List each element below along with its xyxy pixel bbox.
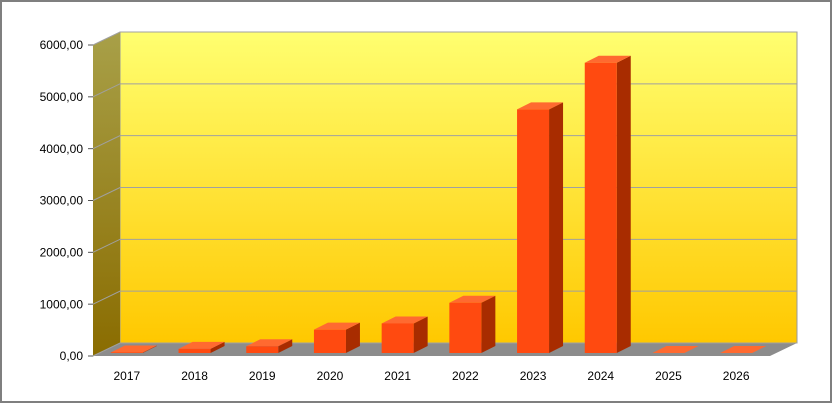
grid-line	[92, 135, 797, 150]
bar-top	[178, 341, 225, 349]
bar-front	[110, 352, 143, 353]
bar	[720, 346, 767, 353]
bar	[381, 316, 428, 353]
bar-front	[517, 109, 550, 353]
bar-top	[449, 295, 496, 303]
grid-line	[92, 290, 797, 305]
bar-top	[246, 339, 293, 347]
grid-line	[92, 31, 797, 46]
bar-side	[278, 339, 293, 353]
bar-top	[720, 346, 767, 353]
x-tick-label: 2020	[317, 369, 344, 383]
y-tick-label: 0,00	[60, 349, 84, 363]
bar	[313, 322, 360, 353]
x-tick-label: 2017	[113, 369, 140, 383]
x-tick-label: 2024	[587, 369, 614, 383]
grid-line	[92, 187, 797, 201]
x-tick-label: 2018	[181, 369, 208, 383]
bar-front	[449, 302, 482, 353]
y-tick-label: 5000,00	[40, 90, 84, 104]
bar	[178, 341, 225, 353]
bar-top	[652, 346, 699, 353]
x-tick-label: 2023	[520, 369, 547, 383]
y-tick-label: 4000,00	[40, 142, 84, 156]
grid-line	[92, 238, 797, 253]
bar	[110, 345, 157, 353]
bar	[449, 295, 496, 353]
y-tick-label: 6000,00	[40, 38, 84, 52]
x-tick-label: 2026	[723, 369, 750, 383]
bar-side	[413, 316, 428, 353]
bar	[584, 55, 631, 353]
bar-top	[381, 316, 428, 324]
bar-side	[345, 322, 360, 353]
bar-front	[178, 348, 211, 353]
bar	[652, 346, 699, 353]
bar-side	[210, 341, 225, 353]
y-tick-label: 3000,00	[40, 194, 84, 208]
x-tick-label: 2021	[384, 369, 411, 383]
bar-top	[517, 102, 564, 110]
bar-top	[110, 345, 157, 353]
x-tick-label: 2025	[655, 369, 682, 383]
grid-line	[92, 83, 797, 98]
bar-front	[584, 62, 617, 353]
bar-side	[616, 55, 631, 353]
y-tick-label: 2000,00	[40, 246, 84, 260]
bar-side	[481, 295, 496, 353]
bar-side	[549, 102, 564, 353]
grid-line	[92, 342, 797, 357]
bar-top	[313, 322, 360, 330]
x-tick-label: 2022	[452, 369, 479, 383]
bar-front	[381, 323, 414, 353]
bar	[517, 102, 564, 353]
y-tick-label: 1000,00	[40, 297, 84, 311]
bar	[246, 339, 293, 353]
bar-side	[142, 345, 157, 353]
bar-front	[246, 346, 279, 353]
x-tick-label: 2019	[249, 369, 276, 383]
bar-front	[313, 329, 346, 353]
bar-top	[584, 55, 631, 63]
